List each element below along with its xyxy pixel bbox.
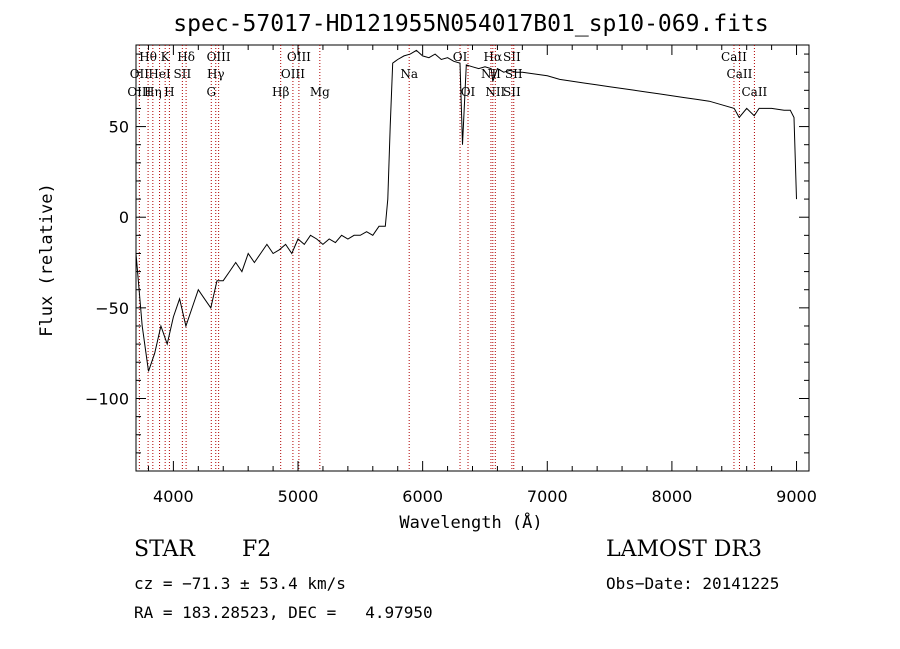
line-marker-label: HeI bbox=[148, 67, 171, 81]
line-marker-label: CaII bbox=[741, 85, 767, 99]
line-marker-label: Na bbox=[400, 67, 418, 81]
line-marker-label: Hα bbox=[484, 50, 503, 64]
line-marker-label: OIII bbox=[207, 50, 231, 64]
chart-title: spec-57017-HD121955N054017B01_sp10-069.f… bbox=[173, 11, 768, 37]
line-marker-label: NII bbox=[485, 85, 505, 99]
line-marker-label: Hη bbox=[144, 85, 162, 99]
line-marker-label: G bbox=[206, 85, 216, 99]
line-marker-label: SII bbox=[503, 50, 521, 64]
line-marker-label: Mg bbox=[310, 85, 330, 99]
survey-name: LAMOST DR3 bbox=[606, 537, 762, 562]
y-axis: −100 −50 0 50 bbox=[85, 53, 809, 472]
line-marker-label: SII bbox=[505, 67, 523, 81]
x-tick-label: 9000 bbox=[776, 487, 817, 506]
line-marker-label: H bbox=[164, 85, 174, 99]
x-tick-label: 5000 bbox=[278, 487, 319, 506]
x-tick-label: 6000 bbox=[402, 487, 443, 506]
spectrum-series-line bbox=[135, 49, 797, 372]
line-marker-label: Hγ bbox=[207, 67, 225, 81]
x-tick-label: 4000 bbox=[153, 487, 194, 506]
object-class: STAR bbox=[134, 537, 195, 562]
line-marker-label: Hβ bbox=[272, 85, 289, 99]
line-marker-label: OIII bbox=[281, 67, 305, 81]
line-marker-label: NII bbox=[481, 67, 501, 81]
line-marker-label: SII bbox=[503, 85, 521, 99]
line-marker-label: Hθ bbox=[139, 50, 157, 64]
sky-coordinates: RA = 183.28523, DEC = 4.97950 bbox=[134, 603, 433, 622]
line-marker-label: SII bbox=[174, 67, 192, 81]
line-marker-label: CaII bbox=[721, 50, 747, 64]
redshift-velocity: cz = −71.3 ± 53.4 km/s bbox=[134, 574, 346, 593]
object-subclass: F2 bbox=[242, 537, 272, 562]
y-axis-label: Flux (relative) bbox=[37, 183, 57, 337]
x-axis-label: Wavelength (Å) bbox=[399, 511, 542, 533]
y-tick-label: −100 bbox=[85, 389, 129, 408]
y-tick-label: 50 bbox=[109, 118, 129, 137]
line-marker-label: K bbox=[161, 50, 171, 64]
line-marker-label: OIII bbox=[287, 50, 311, 64]
x-tick-label: 8000 bbox=[652, 487, 693, 506]
line-marker-label: OII bbox=[130, 67, 150, 81]
line-marker-label: OIII bbox=[127, 85, 151, 99]
x-tick-label: 7000 bbox=[527, 487, 568, 506]
line-marker-label: OI bbox=[453, 50, 468, 64]
observation-date: Obs−Date: 20141225 bbox=[606, 574, 780, 593]
plot-frame bbox=[135, 44, 810, 472]
y-tick-label: −50 bbox=[95, 299, 129, 318]
line-marker-label: CaII bbox=[727, 67, 753, 81]
line-marker-label: Hδ bbox=[177, 50, 195, 64]
y-tick-label: 0 bbox=[119, 208, 129, 227]
line-marker-label: OI bbox=[461, 85, 476, 99]
x-axis: 4000 5000 6000 7000 8000 9000 bbox=[147, 45, 817, 506]
